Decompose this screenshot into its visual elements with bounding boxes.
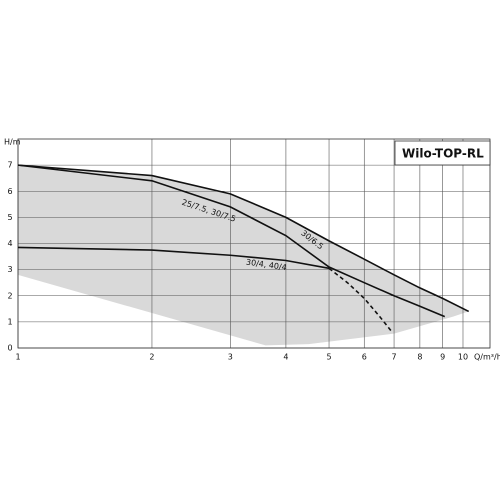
x-tick-label: 1 xyxy=(15,353,20,362)
title-box xyxy=(394,140,491,166)
pump-curve xyxy=(17,164,470,313)
operating-region xyxy=(18,165,469,346)
y-tick-label: 2 xyxy=(7,291,12,300)
y-axis-label: H/m xyxy=(4,138,21,147)
x-tick-label: 7 xyxy=(392,353,397,362)
y-tick-label: 6 xyxy=(7,187,12,196)
x-tick-label: 3 xyxy=(228,353,233,362)
x-tick-label: 4 xyxy=(283,353,288,362)
pump-curve xyxy=(17,246,330,270)
x-axis-label: Q/m³/h xyxy=(474,353,500,362)
y-tick-label: 7 xyxy=(7,161,12,170)
pump-curve xyxy=(328,267,392,332)
y-tick-label: 5 xyxy=(7,213,12,222)
y-tick-label: 3 xyxy=(7,265,12,274)
pump-curve xyxy=(17,164,446,318)
plot-border xyxy=(17,138,491,349)
x-tick-label: 6 xyxy=(362,353,367,362)
x-tick-label: 9 xyxy=(440,353,445,362)
x-tick-label: 2 xyxy=(149,353,154,362)
y-tick-label: 1 xyxy=(7,317,12,326)
y-tick-label: 0 xyxy=(7,344,12,353)
y-tick-label: 4 xyxy=(7,239,12,248)
x-tick-label: 8 xyxy=(417,353,422,362)
x-tick-label: 10 xyxy=(458,353,468,362)
chart-title: Wilo-TOP-RL xyxy=(402,147,484,161)
x-tick-label: 5 xyxy=(326,353,331,362)
